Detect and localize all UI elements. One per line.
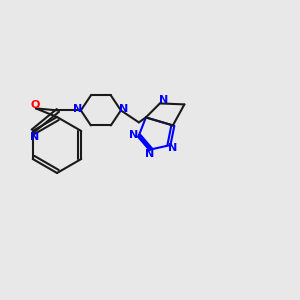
Text: N: N (168, 143, 178, 153)
Text: N: N (129, 130, 139, 140)
Text: N: N (119, 104, 128, 114)
Text: N: N (30, 132, 39, 142)
Text: O: O (30, 100, 40, 110)
Text: N: N (145, 149, 154, 159)
Text: N: N (73, 104, 83, 114)
Text: N: N (159, 95, 169, 105)
